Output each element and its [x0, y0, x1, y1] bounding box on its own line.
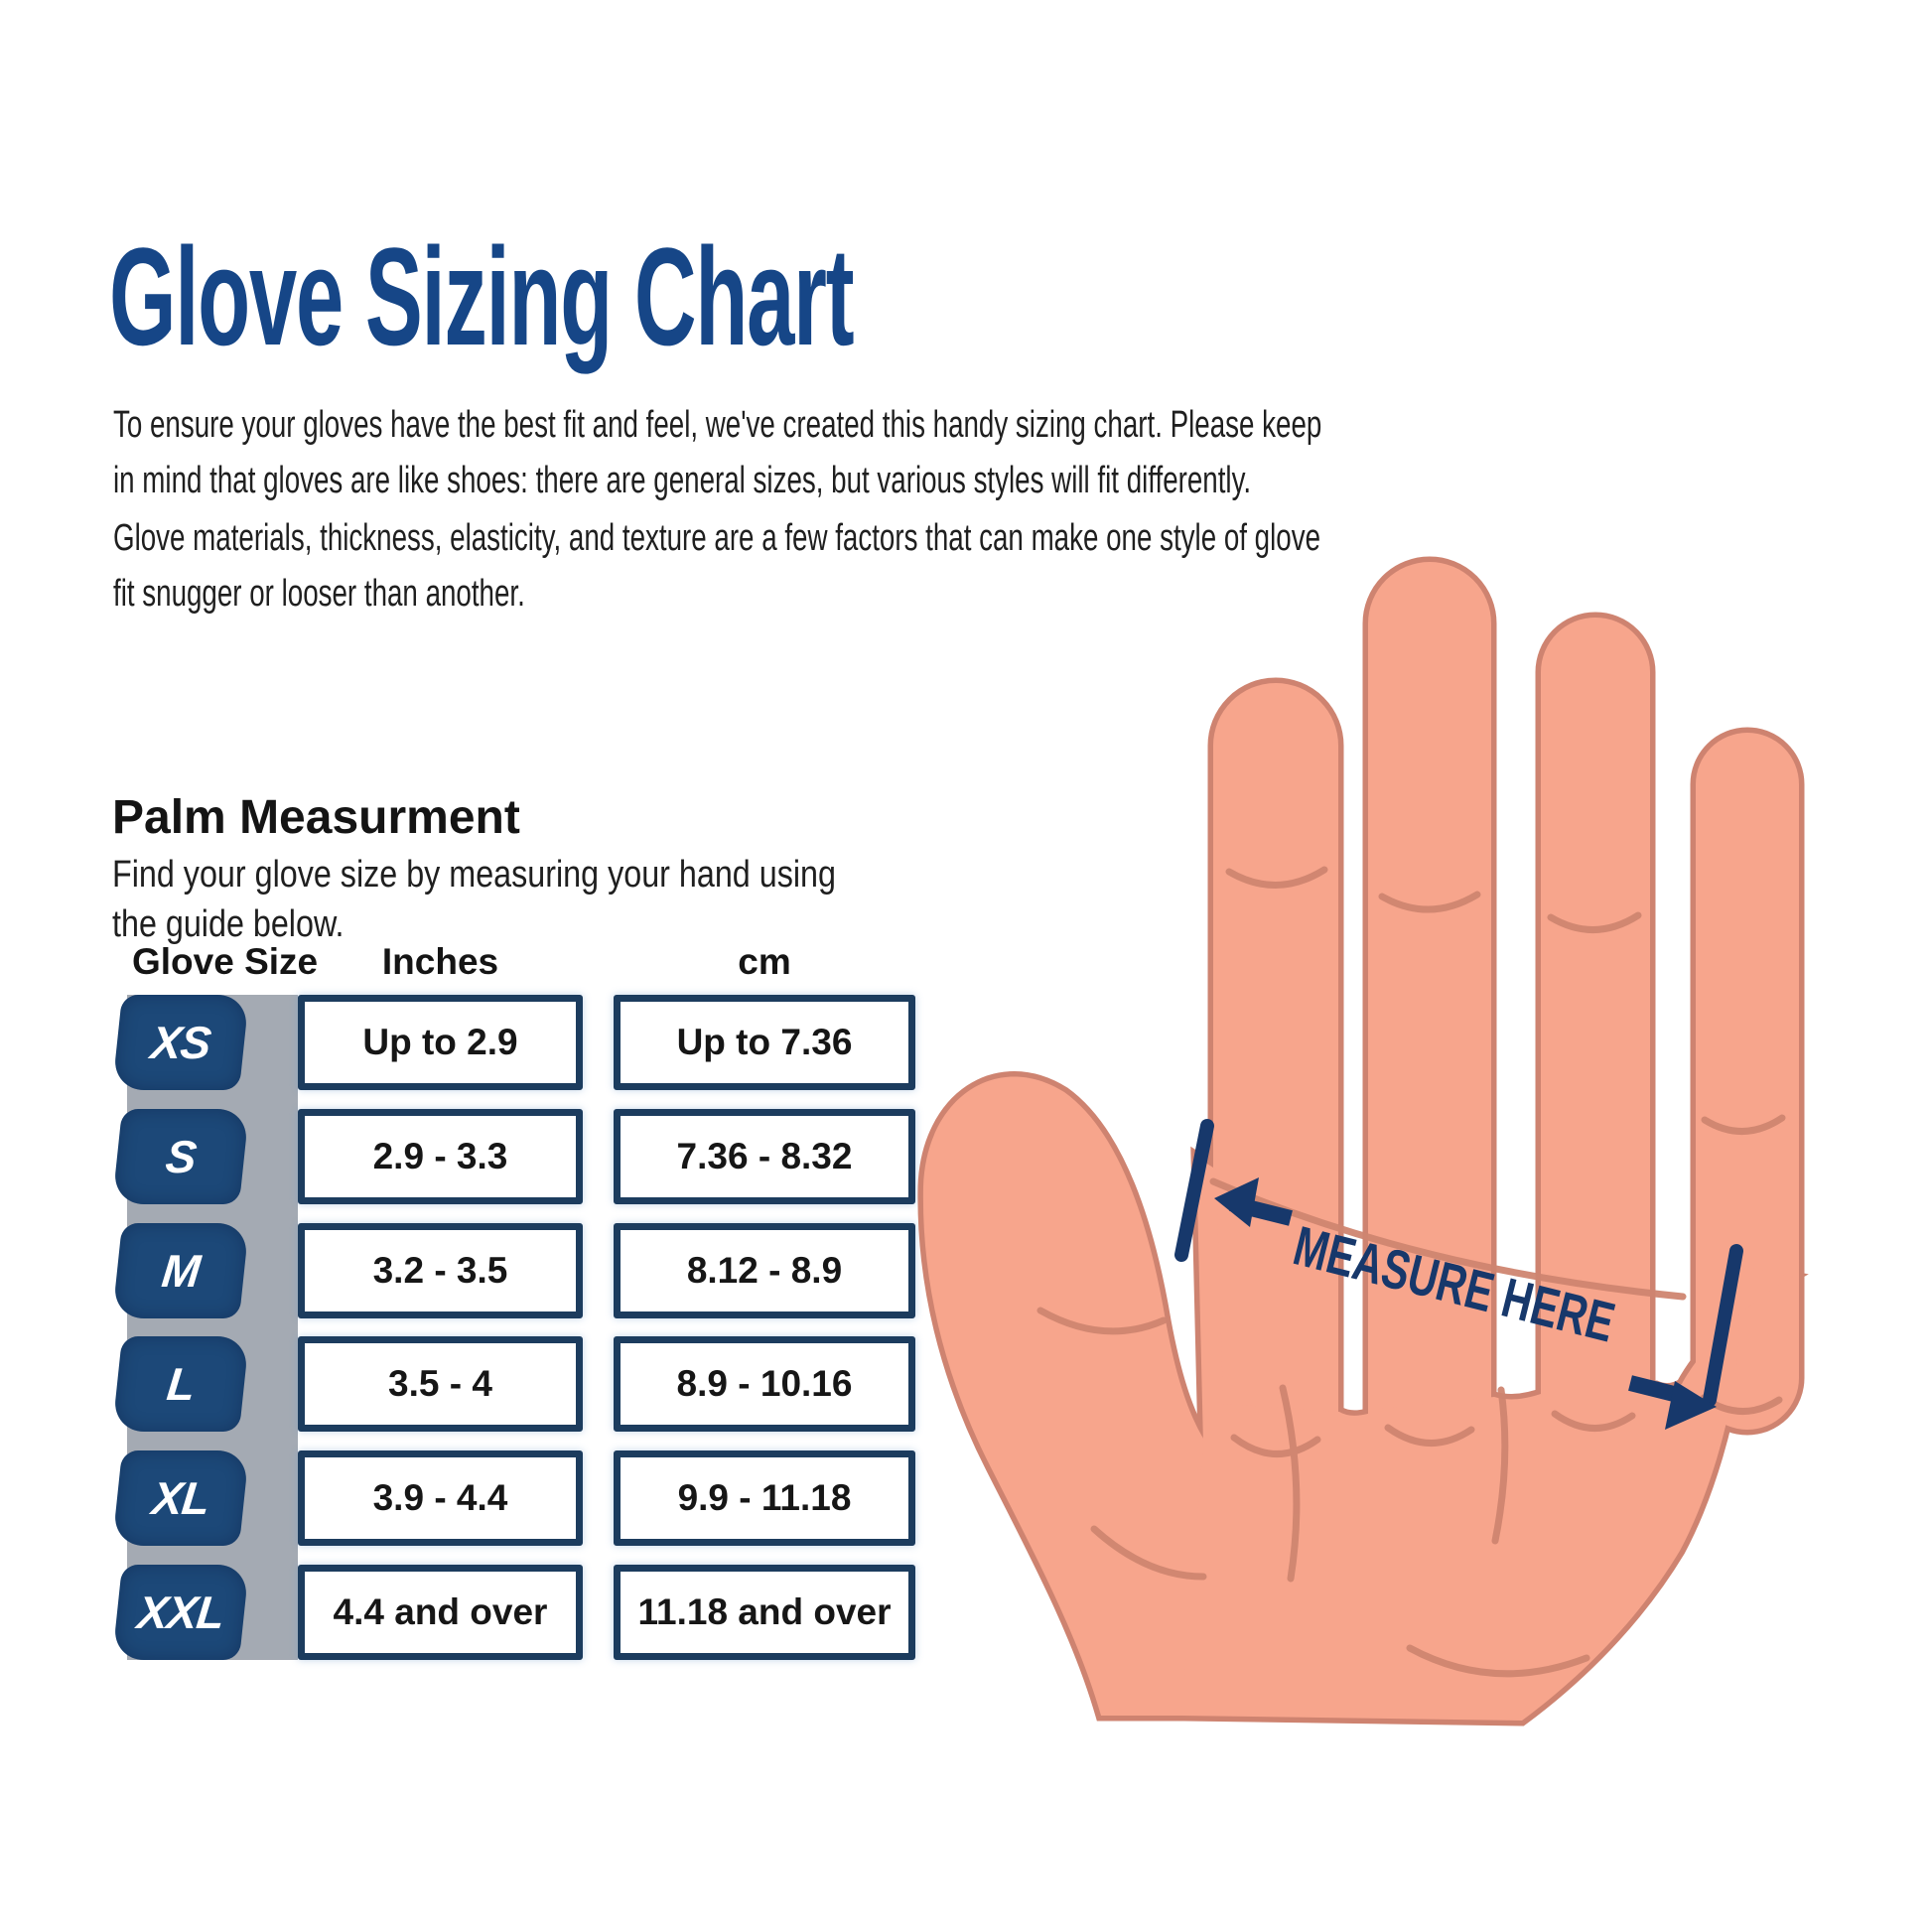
column-header-inches: Inches [381, 941, 499, 982]
intro-paragraph-1: To ensure your gloves have the best fit … [113, 397, 1769, 508]
cm-value-box: 8.9 - 10.16 [614, 1336, 915, 1433]
hand-creases [1036, 866, 1786, 1678]
cm-value: 7.36 - 8.32 [676, 1135, 853, 1176]
cm-value-box: 8.12 - 8.9 [614, 1222, 915, 1318]
intro-line: in mind that gloves are like shoes: ther… [113, 460, 1252, 501]
measure-tick-left [1174, 1119, 1214, 1262]
cm-value: 8.12 - 8.9 [686, 1249, 843, 1291]
intro-line: To ensure your gloves have the best fit … [113, 404, 1322, 446]
palm-sub-line: the guide below. [112, 903, 345, 945]
measure-arrow-right-shaft [1628, 1375, 1680, 1403]
cm-value-box: 9.9 - 11.18 [614, 1450, 915, 1547]
size-column-strip [127, 995, 298, 1660]
inches-value-box: Up to 2.9 [298, 995, 583, 1090]
inches-value: 2.9 - 3.3 [372, 1135, 508, 1176]
intro-line: Glove materials, thickness, elasticity, … [113, 517, 1320, 559]
inches-value-box: 2.9 - 3.3 [298, 1108, 583, 1204]
inches-value: 3.5 - 4 [388, 1363, 492, 1405]
inches-value-box: 3.2 - 3.5 [298, 1222, 583, 1318]
inches-value-box: 3.5 - 4 [298, 1336, 583, 1433]
cm-value-box: 7.36 - 8.32 [614, 1108, 915, 1204]
intro-paragraph-2: Glove materials, thickness, elasticity, … [113, 510, 1767, 621]
cm-value: 8.9 - 10.16 [676, 1363, 853, 1405]
cm-value: Up to 7.36 [676, 1022, 853, 1062]
measure-tick-right [1703, 1244, 1743, 1407]
inches-value: 3.9 - 4.4 [372, 1477, 508, 1519]
column-header-glove-size: Glove Size [132, 941, 319, 982]
palm-measurement-subtext: Find your glove size by measuring your h… [112, 850, 964, 949]
inches-value: Up to 2.9 [362, 1022, 518, 1062]
inches-value-box: 4.4 and over [298, 1565, 583, 1660]
cm-value-box: Up to 7.36 [614, 995, 915, 1090]
cm-value: 9.9 - 11.18 [677, 1477, 852, 1519]
page-title: Glove Sizing Chart [109, 218, 855, 374]
cm-value: 11.18 and over [637, 1591, 892, 1632]
measure-arrow-left-icon [1214, 1177, 1259, 1227]
column-header-cm: cm [738, 941, 791, 982]
inches-value: 3.2 - 3.5 [372, 1249, 508, 1291]
hand-fill [922, 562, 1799, 1721]
cm-value-box: 11.18 and over [614, 1565, 915, 1660]
palm-sub-line: Find your glove size by measuring your h… [112, 854, 836, 896]
palm-measurement-heading: Palm Measurment [112, 791, 520, 844]
measure-arrow-right-icon [1665, 1381, 1717, 1430]
inches-value: 4.4 and over [333, 1591, 548, 1632]
inches-value-box: 3.9 - 4.4 [298, 1450, 583, 1547]
intro-line: fit snugger or looser than another. [113, 573, 525, 615]
